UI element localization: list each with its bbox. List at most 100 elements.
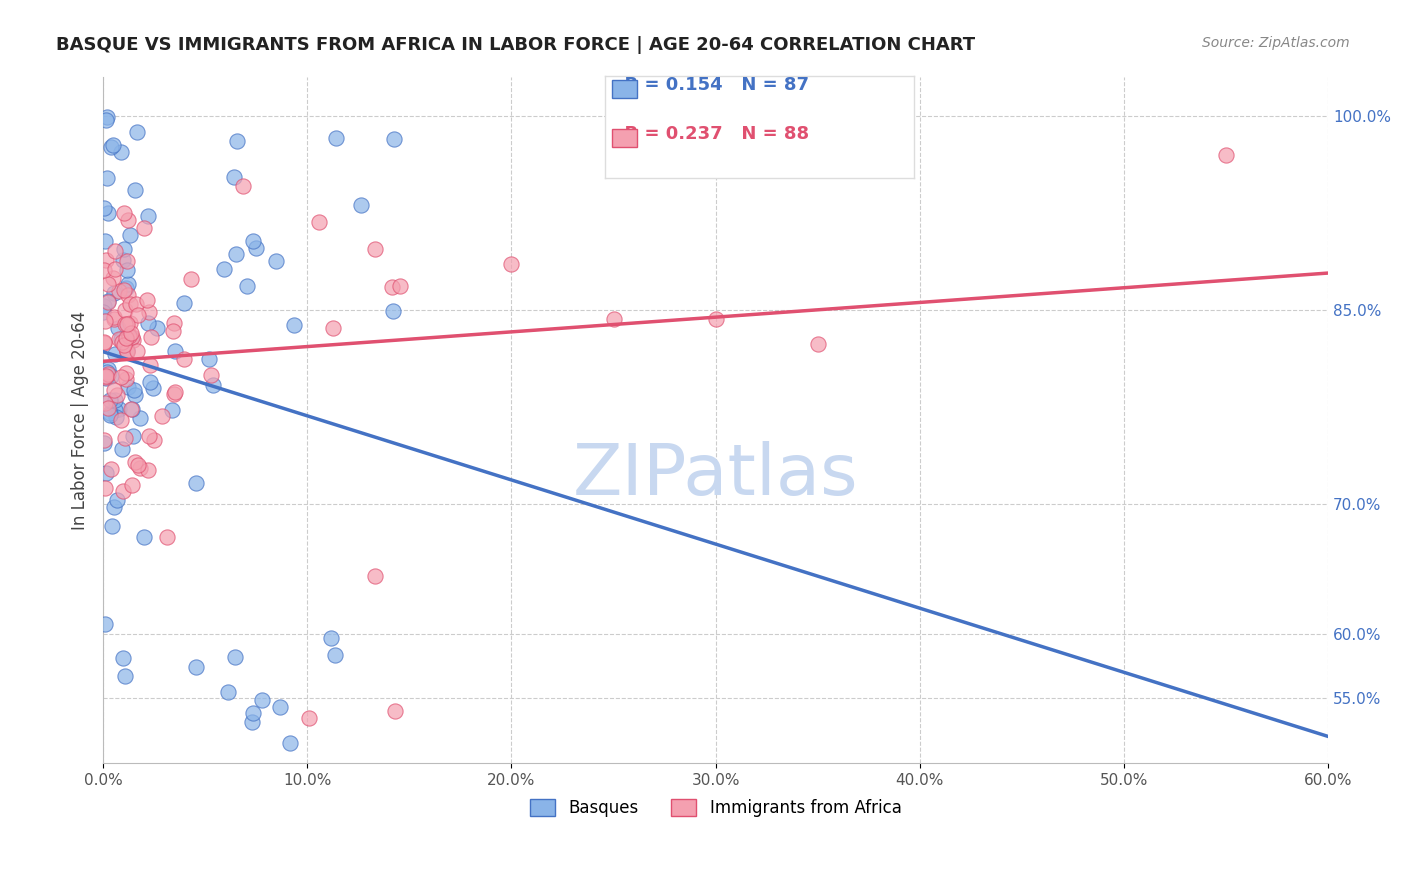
Basques xyxy=(382,132,405,146)
Basques xyxy=(97,293,120,308)
Basques xyxy=(128,411,150,425)
Basques xyxy=(198,351,221,366)
Basques xyxy=(115,343,138,357)
Immigrants from Africa xyxy=(94,314,117,328)
Immigrants from Africa xyxy=(93,395,115,409)
Immigrants from Africa xyxy=(93,263,115,277)
Basques xyxy=(112,650,135,665)
Basques xyxy=(145,320,167,334)
Basques xyxy=(117,277,139,292)
Immigrants from Africa xyxy=(389,279,412,293)
Immigrants from Africa xyxy=(127,458,149,472)
Basques xyxy=(226,134,249,148)
Basques xyxy=(112,242,135,256)
Immigrants from Africa xyxy=(120,402,142,417)
Immigrants from Africa xyxy=(298,711,321,725)
Immigrants from Africa xyxy=(103,244,125,258)
Immigrants from Africa xyxy=(97,295,120,310)
Immigrants from Africa xyxy=(127,308,149,322)
Immigrants from Africa xyxy=(138,429,160,443)
Text: R = 0.154   N = 87: R = 0.154 N = 87 xyxy=(612,76,808,94)
Basques xyxy=(117,380,139,394)
Immigrants from Africa xyxy=(93,335,115,350)
Immigrants from Africa xyxy=(117,213,139,227)
Immigrants from Africa xyxy=(364,568,387,582)
Immigrants from Africa xyxy=(96,369,118,384)
Immigrants from Africa xyxy=(150,409,173,423)
Immigrants from Africa xyxy=(118,328,141,343)
Immigrants from Africa xyxy=(110,412,132,426)
Y-axis label: In Labor Force | Age 20-64: In Labor Force | Age 20-64 xyxy=(72,310,89,530)
Basques xyxy=(381,304,404,318)
Basques xyxy=(110,145,132,159)
Immigrants from Africa xyxy=(704,312,727,326)
Basques xyxy=(323,648,346,663)
Basques xyxy=(115,263,138,277)
Immigrants from Africa xyxy=(112,483,135,498)
Immigrants from Africa xyxy=(163,387,186,401)
Immigrants from Africa xyxy=(104,262,127,277)
Basques xyxy=(98,408,121,422)
Immigrants from Africa xyxy=(807,337,830,351)
Text: ZIPatlas: ZIPatlas xyxy=(572,441,859,509)
Basques xyxy=(94,616,117,631)
Basques xyxy=(139,376,162,390)
Basques xyxy=(266,253,288,268)
Basques xyxy=(107,321,129,335)
Legend: Basques, Immigrants from Africa: Basques, Immigrants from Africa xyxy=(523,792,908,823)
Immigrants from Africa xyxy=(114,283,136,297)
Immigrants from Africa xyxy=(364,242,387,256)
Immigrants from Africa xyxy=(381,279,404,293)
Basques xyxy=(122,383,145,397)
Basques xyxy=(114,669,136,683)
Basques xyxy=(97,206,120,220)
Immigrants from Africa xyxy=(115,372,138,386)
Immigrants from Africa xyxy=(308,215,330,229)
Immigrants from Africa xyxy=(162,316,184,330)
Text: Source: ZipAtlas.com: Source: ZipAtlas.com xyxy=(1202,36,1350,50)
Immigrants from Africa xyxy=(97,277,120,291)
Basques xyxy=(121,428,143,442)
Basques xyxy=(110,333,132,347)
Basques xyxy=(105,409,128,424)
Text: BASQUE VS IMMIGRANTS FROM AFRICA IN LABOR FORCE | AGE 20-64 CORRELATION CHART: BASQUE VS IMMIGRANTS FROM AFRICA IN LABO… xyxy=(56,36,976,54)
Basques xyxy=(97,362,120,376)
Basques xyxy=(138,209,160,223)
Immigrants from Africa xyxy=(180,271,202,285)
Basques xyxy=(104,347,127,361)
Basques xyxy=(224,169,246,184)
Immigrants from Africa xyxy=(115,331,138,345)
Basques xyxy=(104,402,127,417)
Basques xyxy=(93,299,115,313)
Immigrants from Africa xyxy=(108,285,131,299)
Basques xyxy=(173,296,195,310)
Immigrants from Africa xyxy=(143,433,166,447)
Immigrants from Africa xyxy=(232,178,254,193)
Basques xyxy=(96,171,118,186)
Immigrants from Africa xyxy=(138,305,160,319)
Basques xyxy=(107,401,129,416)
Immigrants from Africa xyxy=(103,384,125,398)
Immigrants from Africa xyxy=(200,368,222,382)
Basques xyxy=(101,138,124,153)
Immigrants from Africa xyxy=(135,293,157,307)
Basques xyxy=(103,500,125,515)
Basques xyxy=(283,318,305,332)
Basques xyxy=(165,343,187,358)
Immigrants from Africa xyxy=(114,431,136,445)
Basques xyxy=(142,381,165,395)
Immigrants from Africa xyxy=(115,254,138,268)
Immigrants from Africa xyxy=(173,352,195,367)
Immigrants from Africa xyxy=(108,332,131,346)
Immigrants from Africa xyxy=(97,368,120,382)
Immigrants from Africa xyxy=(163,384,186,399)
Immigrants from Africa xyxy=(120,326,142,340)
Basques xyxy=(138,316,160,330)
Basques xyxy=(94,113,117,128)
Basques xyxy=(349,197,371,211)
Immigrants from Africa xyxy=(94,481,117,495)
Text: R = 0.237   N = 88: R = 0.237 N = 88 xyxy=(612,125,808,143)
Immigrants from Africa xyxy=(501,257,523,271)
Basques xyxy=(98,406,121,420)
Basques xyxy=(100,368,122,383)
